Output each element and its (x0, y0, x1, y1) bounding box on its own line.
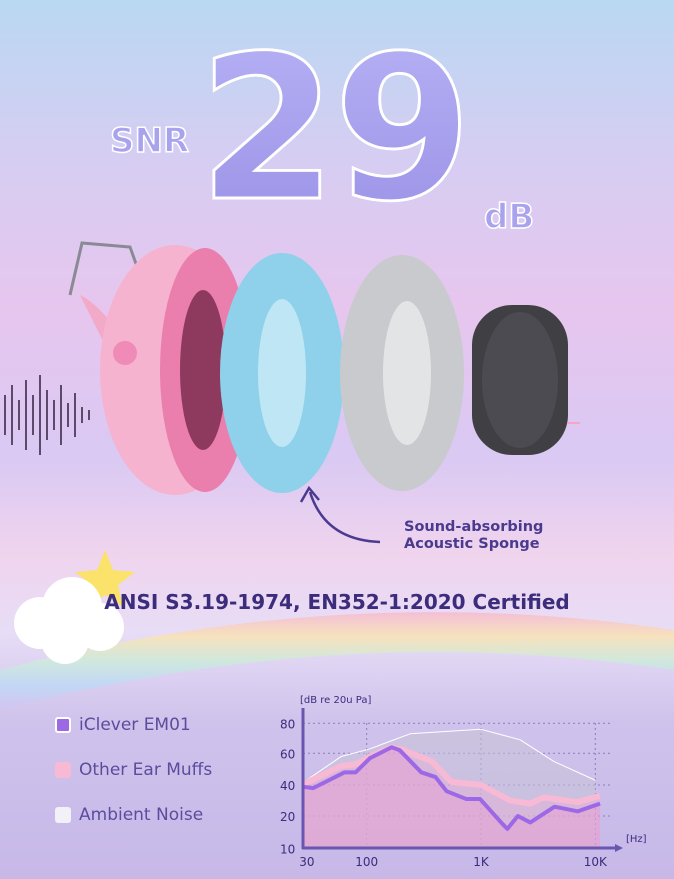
x-tick-label: 1K (473, 855, 490, 869)
legend-item-other: Other Ear Muffs (55, 760, 212, 780)
noise-chart: 80 60 40 20 10 30 100 1K 10K [dB re 20u Pa] [Hz] (280, 695, 647, 869)
legend-item-em01: iClever EM01 (55, 715, 191, 735)
legend-item-ambient: Ambient Noise (55, 805, 203, 825)
x-tick-label: 100 (355, 855, 378, 869)
x-axis-label: [Hz] (626, 834, 647, 845)
x-tick-label: 30 (299, 855, 314, 869)
snr-label: SNR (109, 121, 190, 161)
series-line (301, 728, 596, 784)
x-axis-arrow (615, 844, 623, 852)
rainbow-decoration (0, 612, 674, 710)
star-icon (75, 550, 135, 607)
snr-unit: dB (483, 197, 535, 237)
series-line (300, 744, 601, 807)
legend-label: Other Ear Muffs (79, 760, 213, 780)
series-area (301, 747, 601, 848)
legend-label: iClever EM01 (79, 715, 191, 735)
legend-label: Ambient Noise (79, 805, 204, 825)
y-tick-label: 20 (280, 810, 295, 824)
callout-line2: Acoustic Sponge (404, 536, 540, 552)
y-tick-label: 40 (280, 779, 295, 793)
legend-swatch (55, 807, 71, 823)
x-tick-label: 10K (584, 855, 608, 869)
series-area (301, 747, 601, 848)
callout-line1: Sound-absorbing (404, 519, 544, 535)
y-tick-label: 80 (280, 717, 295, 731)
legend-swatch (55, 762, 71, 778)
sponge-callout: Sound-absorbing Acoustic Sponge (404, 519, 543, 553)
certification-text: ANSI S3.19-1974, EN352-1:2020 Certified (104, 590, 570, 614)
y-tick-label: 60 (280, 747, 295, 761)
sound-wave-icon (4, 375, 90, 455)
series-line (301, 745, 601, 831)
cloud-star-decoration (14, 550, 135, 664)
y-axis-label: [dB re 20u Pa] (300, 695, 371, 706)
arrow-icon (299, 485, 381, 544)
snr-value: 29 (196, 13, 473, 246)
headband-wire (68, 241, 142, 296)
y-tick-label: 10 (280, 842, 295, 856)
earmuff-components (68, 241, 580, 495)
legend-swatch (55, 717, 71, 733)
